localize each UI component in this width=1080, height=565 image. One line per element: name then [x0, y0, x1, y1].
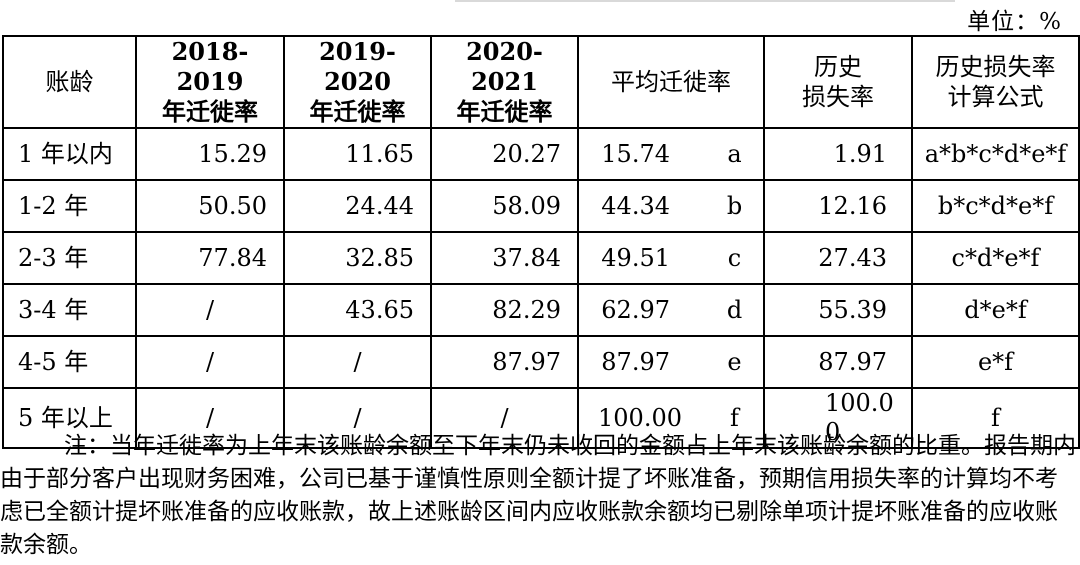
- historical-loss-cell: 100.0 0: [763, 387, 913, 449]
- table-row: 1 年以内 15.29 11.65 20.27 15.74 a 1.91 a*b…: [2, 127, 1080, 181]
- rate-2021-cell: 58.09: [430, 179, 579, 233]
- rate-2020-cell: 24.44: [283, 179, 432, 233]
- header-2018-2019: 2018-2019 年迁徙率: [135, 35, 285, 129]
- table-row: 3-4 年 / 43.65 82.29 62.97 d 55.39 d*e*f: [2, 283, 1080, 337]
- average-rate-cell: 15.74: [577, 127, 706, 181]
- average-rate-cell: 44.34: [577, 179, 706, 233]
- table-note: 注：当年迁徙率为上年末该账龄余额至下年末仍未收回的金额占上年末该账龄余额的比重。…: [0, 430, 1080, 562]
- formula-cell: d*e*f: [911, 283, 1080, 337]
- header-2020-2021: 2020-2021 年迁徙率: [430, 35, 579, 129]
- rate-letter-cell: a: [706, 127, 765, 181]
- rate-2020-cell: /: [283, 387, 432, 449]
- rate-2021-cell: 37.84: [430, 231, 579, 285]
- formula-cell: e*f: [911, 335, 1080, 389]
- rate-2019-cell: 15.29: [135, 127, 285, 181]
- aging-cell: 1 年以内: [2, 127, 137, 181]
- rate-2021-cell: /: [430, 387, 579, 449]
- table-header-row: 账龄 2018-2019 年迁徙率 2019-2020 年迁徙率 2020-2021…: [2, 35, 1080, 129]
- rate-2020-cell: 32.85: [283, 231, 432, 285]
- average-rate-cell: 100.00: [577, 387, 706, 449]
- rate-letter-cell: e: [706, 335, 765, 389]
- table-row: 4-5 年 / / 87.97 87.97 e 87.97 e*f: [2, 335, 1080, 389]
- rate-2020-cell: /: [283, 335, 432, 389]
- average-rate-cell: 62.97: [577, 283, 706, 337]
- rate-2021-cell: 87.97: [430, 335, 579, 389]
- aging-cell: 4-5 年: [2, 335, 137, 389]
- formula-cell: a*b*c*d*e*f: [911, 127, 1080, 181]
- formula-cell: f: [911, 387, 1080, 449]
- average-rate-cell: 49.51: [577, 231, 706, 285]
- rate-2021-cell: 20.27: [430, 127, 579, 181]
- historical-loss-cell: 12.16: [763, 179, 913, 233]
- rate-2019-cell: 50.50: [135, 179, 285, 233]
- formula-cell: b*c*d*e*f: [911, 179, 1080, 233]
- aging-cell: 1-2 年: [2, 179, 137, 233]
- rate-letter-cell: b: [706, 179, 765, 233]
- migration-rate-table: 账龄 2018-2019 年迁徙率 2019-2020 年迁徙率 2020-2021…: [2, 35, 1080, 449]
- aging-cell: 3-4 年: [2, 283, 137, 337]
- page-top-fragment: [455, 0, 955, 2]
- table-row: 2-3 年 77.84 32.85 37.84 49.51 c 27.43 c*…: [2, 231, 1080, 285]
- header-formula: 历史损失率 计算公式: [911, 35, 1080, 129]
- header-aging: 账龄: [2, 35, 137, 129]
- formula-cell: c*d*e*f: [911, 231, 1080, 285]
- historical-loss-cell: 1.91: [763, 127, 913, 181]
- table-row: 1-2 年 50.50 24.44 58.09 44.34 b 12.16 b*…: [2, 179, 1080, 233]
- rate-letter-cell: c: [706, 231, 765, 285]
- rate-letter-cell: f: [706, 387, 765, 449]
- rate-2019-cell: /: [135, 387, 285, 449]
- unit-label: 单位：%: [967, 9, 1062, 35]
- aging-cell: 2-3 年: [2, 231, 137, 285]
- rate-2019-cell: /: [135, 283, 285, 337]
- historical-loss-cell: 87.97: [763, 335, 913, 389]
- table-row: 5 年以上 / / / 100.00 f 100.0 0 f: [2, 387, 1080, 449]
- rate-2019-cell: 77.84: [135, 231, 285, 285]
- rate-2021-cell: 82.29: [430, 283, 579, 337]
- historical-loss-cell: 27.43: [763, 231, 913, 285]
- header-historical-loss: 历史 损失率: [763, 35, 913, 129]
- header-average-rate: 平均迁徙率: [577, 35, 765, 129]
- historical-loss-line1: 100.0: [825, 389, 894, 417]
- note-text: 注：当年迁徙率为上年末该账龄余额至下年末仍未收回的金额占上年末该账龄余额的比重。…: [0, 433, 1076, 558]
- historical-loss-line2: 0: [825, 418, 841, 446]
- rate-2020-cell: 11.65: [283, 127, 432, 181]
- average-rate-cell: 87.97: [577, 335, 706, 389]
- historical-loss-cell: 55.39: [763, 283, 913, 337]
- rate-letter-cell: d: [706, 283, 765, 337]
- rate-2019-cell: /: [135, 335, 285, 389]
- aging-cell: 5 年以上: [2, 387, 137, 449]
- header-2019-2020: 2019-2020 年迁徙率: [283, 35, 432, 129]
- rate-2020-cell: 43.65: [283, 283, 432, 337]
